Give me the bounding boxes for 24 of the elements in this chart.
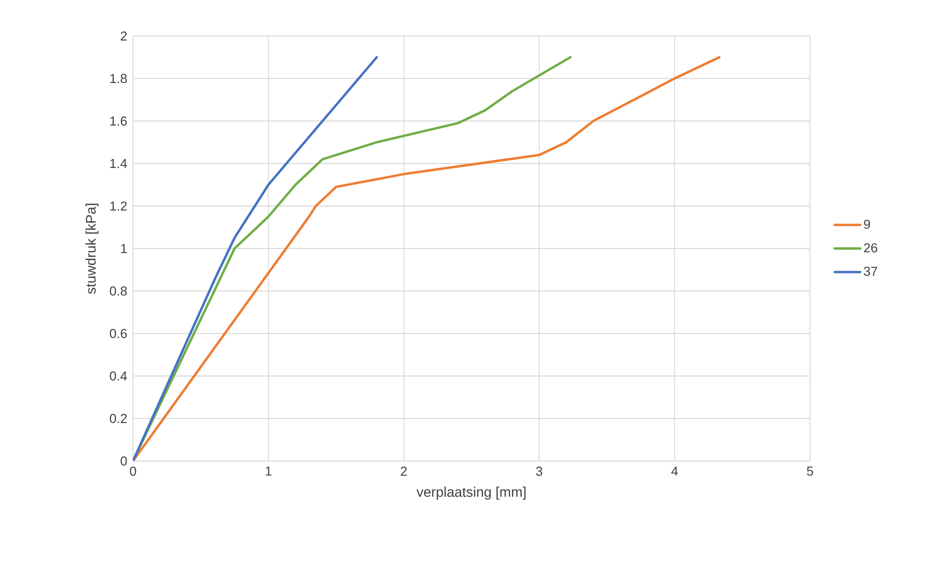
y-tick-label: 0.8 (110, 286, 127, 296)
y-tick-label: 0.2 (110, 414, 127, 424)
y-tick-label: 0 (120, 456, 127, 466)
y-axis-title: stuwdruk [kPa] (86, 204, 99, 294)
y-tick-label: 1.6 (110, 116, 127, 126)
legend-label: 9 (864, 220, 870, 229)
x-tick-label: 4 (671, 466, 678, 476)
x-tick-label: 1 (266, 466, 272, 476)
y-tick-label: 2 (120, 31, 127, 41)
y-tick-label: 1.8 (110, 74, 127, 84)
y-tick-label: 0.4 (110, 371, 127, 381)
legend-label: 26 (864, 243, 878, 252)
legend-label: 37 (864, 266, 878, 276)
x-tick-label: 0 (130, 466, 136, 476)
x-tick-label: 2 (400, 466, 407, 476)
y-tick-label: 1 (121, 244, 127, 253)
x-tick-label: 5 (806, 466, 814, 476)
y-tick-label: 1.2 (110, 201, 127, 211)
line-series (133, 56, 378, 461)
line-series (133, 56, 720, 461)
x-axis-title: verplaatsing [mm] (416, 486, 526, 500)
x-tick-label: 3 (536, 466, 542, 476)
y-tick-label: 0.6 (110, 328, 127, 338)
y-tick-label: 1.4 (110, 159, 127, 168)
